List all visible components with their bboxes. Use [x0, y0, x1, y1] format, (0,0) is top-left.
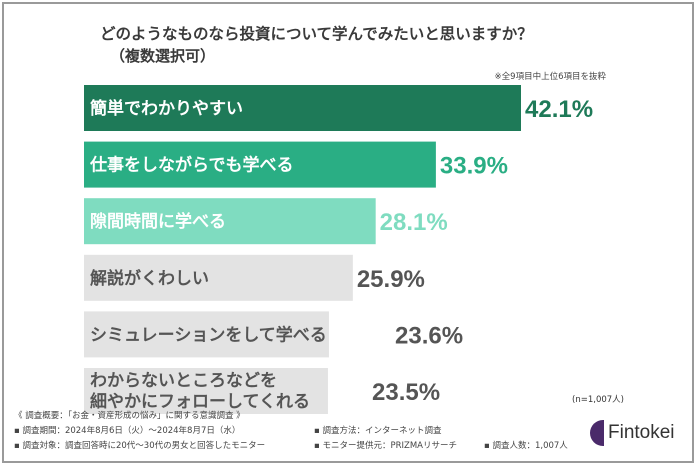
logo-text: Fintokei [608, 422, 675, 443]
value-label-1: 42.1% [525, 96, 593, 123]
category-label-2: 仕事をしながらでも学べる [89, 155, 294, 176]
category-label-3: 隙間時間に学べる [90, 211, 226, 232]
category-label-4: 解説がくわしい [90, 268, 209, 289]
excerpt-note: ※全9項目中上位6項目を抜粋 [494, 72, 606, 82]
logo-mark-icon [590, 420, 604, 446]
value-label-5: 23.6% [395, 322, 463, 349]
footer-row: ▪ 調査期間：2024年8月6日（火）〜2024年8月7日（水） ▪ 調査方法：… [14, 424, 441, 439]
category-label-5: シミュレーションをして学べる [90, 324, 327, 345]
category-label-6: わからないところなどを細やかにフォローしてくれる [90, 371, 310, 412]
survey-period: ▪ 調査期間：2024年8月6日（火）〜2024年8月7日（水） [14, 426, 241, 436]
bar-6 [84, 368, 328, 414]
value-label-2: 33.9% [440, 153, 508, 180]
survey-footer: 《 調査概要：「お金・資産形成の悩み」に関する意識調査 》 ▪ 調査期間：202… [14, 409, 568, 454]
category-label-1: 簡単でわかりやすい [89, 98, 243, 119]
survey-method: ▪ 調査方法：インターネット調査 [314, 426, 442, 436]
chart-title: どのようなものなら投資について学んでみたいと思いますか？ [100, 25, 533, 43]
bar-5 [84, 311, 329, 358]
monitor-provider: ▪ モニター提供元：PRIZMAリサーチ [314, 441, 457, 451]
bar-2 [84, 141, 436, 188]
survey-count: ▪ 調査人数：1,007人 [484, 441, 568, 451]
chart-subtitle: （複数選択可） [110, 47, 216, 65]
survey-overview: 《 調査概要：「お金・資産形成の悩み」に関する意識調査 》 [14, 411, 245, 421]
survey-target: ▪ 調査対象：調査回答時に20代〜30代の男女と回答したモニター [14, 441, 266, 451]
value-label-4: 25.9% [357, 266, 425, 293]
fintokei-logo: Fintokei [590, 420, 675, 446]
value-label-3: 28.1% [380, 209, 448, 236]
bar-4 [84, 254, 353, 301]
bar-1 [84, 85, 521, 131]
footer-row: 《 調査概要：「お金・資産形成の悩み」に関する意識調査 》 [14, 409, 265, 424]
outer-frame [2, 2, 694, 463]
footer-row: ▪ 調査対象：調査回答時に20代〜30代の男女と回答したモニター ▪ モニター提… [14, 439, 568, 454]
value-label-6: 23.5% [372, 379, 440, 406]
sample-size-label: (n=1,007人) [572, 395, 624, 405]
bar-3 [84, 198, 376, 245]
